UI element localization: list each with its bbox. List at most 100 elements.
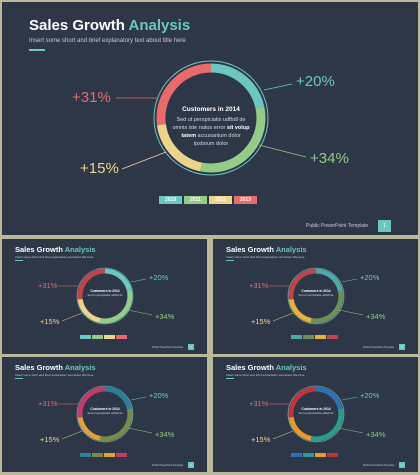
- thumb-title-part-1: Sales Growth: [226, 245, 274, 254]
- thumb-subtitle: Insert some short and brief explanatory …: [226, 373, 305, 377]
- thumb-title-part-2: Analysis: [275, 363, 307, 372]
- thumb-page-number: 1: [399, 462, 405, 468]
- thumb-center-text: Customers in 2014 Sed ut perspiciatis ud…: [293, 289, 339, 297]
- thumb-legend-item: [303, 453, 314, 457]
- pct-bottom-right: +34%: [310, 150, 349, 167]
- slide-title: Sales Growth Analysis: [29, 17, 190, 34]
- center-body-2-line: omnis iste natus error sit volup: [166, 124, 256, 132]
- pct-top-left: +31%: [72, 89, 111, 106]
- thumb-legend-item: [327, 453, 338, 457]
- thumb-donut-chart: [269, 267, 364, 325]
- thumb-page-number: 1: [188, 344, 194, 350]
- donut-segment-green: [200, 106, 266, 173]
- thumb-legend-item: [92, 453, 103, 457]
- thumb-pct-bottom-right: +34%: [366, 430, 386, 439]
- thumb-donut-chart: [58, 267, 153, 325]
- thumb-pct-top-right: +20%: [360, 391, 380, 400]
- thumb-title-part-1: Sales Growth: [15, 363, 63, 372]
- footer-text: Public PowerPoint Template: [306, 223, 369, 229]
- thumbnail-slide-3[interactable]: Sales Growth Analysis Insert some short …: [2, 357, 207, 472]
- thumb-legend-item: [291, 453, 302, 457]
- thumbnail-slide-4[interactable]: Sales Growth Analysis Insert some short …: [213, 357, 418, 472]
- thumb-pct-top-right: +20%: [149, 273, 169, 282]
- center-bold-1: sit volup: [226, 125, 250, 131]
- center-text: Customers in 2014 Sed ut perspiciatis ud…: [166, 106, 256, 148]
- center-body-3-line: tatem accusanium dolor: [166, 132, 256, 140]
- thumb-title: Sales Growth Analysis: [15, 363, 96, 372]
- pct-bottom-left: +15%: [80, 160, 119, 177]
- thumb-legend: [80, 335, 127, 339]
- thumb-legend-item: [104, 335, 115, 339]
- thumbnail-slide-1[interactable]: Sales Growth Analysis Insert some short …: [2, 239, 207, 354]
- thumb-subtitle: Insert some short and brief explanatory …: [15, 255, 94, 259]
- thumb-pct-bottom-right: +34%: [366, 312, 386, 321]
- thumb-underline: [226, 260, 234, 261]
- thumb-title: Sales Growth Analysis: [226, 245, 307, 254]
- thumb-pct-bottom-right: +34%: [155, 312, 175, 321]
- legend: 2010 2011 2012 2013: [159, 196, 257, 204]
- thumb-donut-chart: [58, 385, 153, 443]
- thumb-footer-text: Public PowerPoint Template: [152, 464, 184, 467]
- title-part-2: Analysis: [128, 17, 191, 34]
- thumb-legend-item: [80, 335, 91, 339]
- title-part-1: Sales Growth: [29, 17, 125, 34]
- thumb-legend-item: [92, 335, 103, 339]
- connector-top-right: [263, 83, 293, 91]
- thumb-center-body: Sed ut perspiciatis udfbdl de: [87, 411, 123, 415]
- thumb-legend-item: [315, 335, 326, 339]
- thumb-center-title: Customers in 2014: [301, 289, 331, 293]
- thumb-legend: [291, 453, 338, 457]
- donut-segment-red: [156, 63, 212, 126]
- center-bold-2: tatem: [181, 133, 197, 139]
- center-title: Customers in 2014: [182, 106, 240, 113]
- thumb-pct-top-left: +31%: [249, 399, 269, 408]
- thumb-title-part-1: Sales Growth: [226, 363, 274, 372]
- thumb-pct-bottom-right: +34%: [155, 430, 175, 439]
- thumb-title-part-1: Sales Growth: [15, 245, 63, 254]
- thumb-center-title: Customers in 2014: [301, 407, 331, 411]
- thumb-pct-bottom-left: +15%: [40, 435, 60, 444]
- thumb-legend-item: [315, 453, 326, 457]
- thumb-legend-item: [116, 453, 127, 457]
- connector-bottom-left: [121, 151, 167, 170]
- donut-segment-teal: [210, 63, 265, 109]
- thumb-underline: [15, 378, 23, 379]
- thumb-center-text: Customers in 2014 Sed ut perspiciatis ud…: [82, 289, 128, 297]
- thumb-legend-item: [291, 335, 302, 339]
- thumb-legend-item: [104, 453, 115, 457]
- legend-item-2012: 2012: [209, 196, 232, 204]
- thumb-center-title: Customers in 2014: [90, 407, 120, 411]
- thumb-title: Sales Growth Analysis: [15, 245, 96, 254]
- legend-item-2010: 2010: [159, 196, 182, 204]
- thumb-legend: [291, 335, 338, 339]
- thumb-title-part-2: Analysis: [64, 245, 96, 254]
- thumb-donut-chart: [269, 385, 364, 443]
- thumb-footer-text: Public PowerPoint Template: [363, 464, 395, 467]
- thumb-pct-top-right: +20%: [360, 273, 380, 282]
- thumb-page-number: 1: [188, 462, 194, 468]
- thumb-pct-top-left: +31%: [249, 281, 269, 290]
- thumb-underline: [15, 260, 23, 261]
- thumb-title-part-2: Analysis: [64, 363, 96, 372]
- legend-item-2013: 2013: [234, 196, 257, 204]
- thumb-legend-item: [80, 453, 91, 457]
- thumb-center-text: Customers in 2014 Sed ut perspiciatis ud…: [82, 407, 128, 415]
- thumb-subtitle: Insert some short and brief explanatory …: [15, 373, 94, 377]
- thumb-title: Sales Growth Analysis: [226, 363, 307, 372]
- connector-bottom-right: [258, 144, 307, 158]
- thumb-legend-item: [303, 335, 314, 339]
- thumb-legend-item: [327, 335, 338, 339]
- page-number: 1: [378, 220, 391, 232]
- thumb-center-title: Customers in 2014: [90, 289, 120, 293]
- thumbnail-slide-2[interactable]: Sales Growth Analysis Insert some short …: [213, 239, 418, 354]
- thumb-legend: [80, 453, 127, 457]
- center-body-3: accusanium dolor: [197, 133, 241, 139]
- main-slide[interactable]: Sales Growth Analysis Insert some short …: [2, 2, 418, 235]
- thumb-center-text: Customers in 2014 Sed ut perspiciatis ud…: [293, 407, 339, 415]
- center-body-4: ipsboum dolor: [193, 141, 229, 147]
- thumb-footer-text: Public PowerPoint Template: [363, 346, 395, 349]
- thumb-pct-top-left: +31%: [38, 399, 58, 408]
- thumb-page-number: 1: [399, 344, 405, 350]
- pct-top-right: +20%: [296, 73, 335, 90]
- thumb-pct-bottom-left: +15%: [251, 435, 271, 444]
